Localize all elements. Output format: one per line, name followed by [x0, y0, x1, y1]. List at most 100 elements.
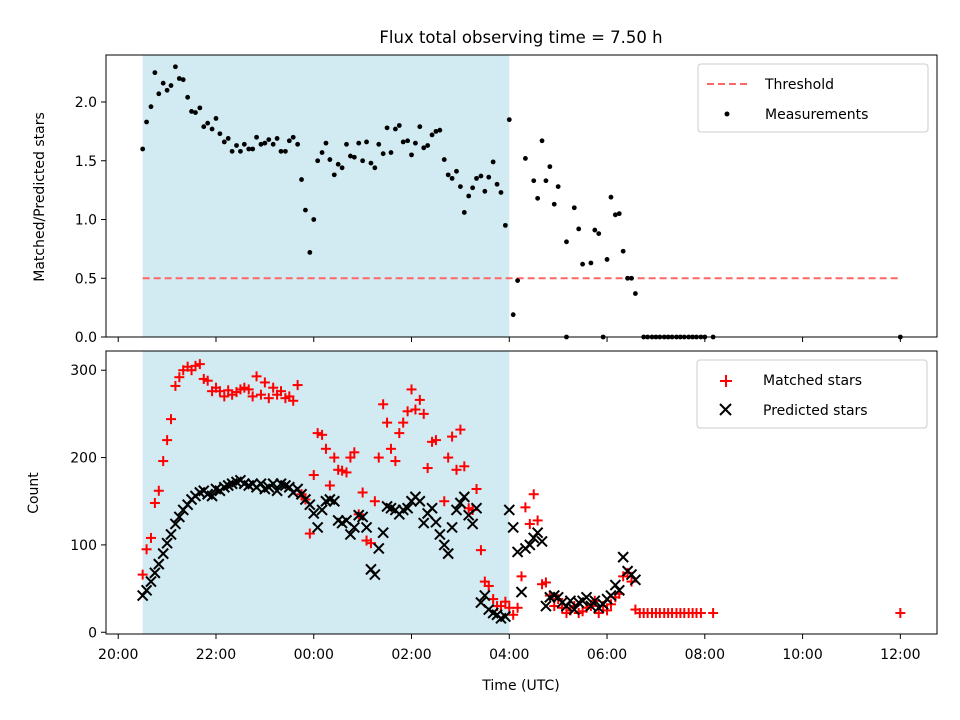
- predicted-star-point: [311, 521, 324, 534]
- matched-star-point: [708, 608, 719, 619]
- matched-star-point: [495, 601, 506, 612]
- measurement-point: [205, 120, 211, 126]
- predicted-star-point: [470, 502, 483, 514]
- measurement-point: [388, 150, 394, 155]
- predicted-star-point: [568, 603, 581, 616]
- measurement-point: [449, 175, 455, 181]
- measurement-point: [417, 124, 423, 130]
- chart-title: Flux total observing time = 7.50 h: [379, 28, 662, 47]
- measurement-point: [588, 260, 594, 266]
- predicted-star-point: [466, 518, 479, 530]
- measurement-point: [515, 278, 520, 283]
- matched-star-point: [141, 544, 152, 555]
- predicted-star-point: [414, 495, 426, 507]
- predicted-star-point: [511, 546, 524, 558]
- legend-matched-marker: [720, 375, 732, 387]
- matched-star-point: [385, 443, 396, 454]
- matched-star-point: [500, 596, 511, 607]
- matched-star-point: [451, 464, 462, 475]
- measurement-point: [580, 261, 586, 267]
- matched-star-point: [255, 389, 266, 400]
- ratio-observing-window: [142, 55, 510, 337]
- matched-star-point: [194, 359, 205, 370]
- measurement-point: [351, 154, 357, 160]
- measurement-point: [486, 174, 492, 180]
- x-tick-label: 04:00: [489, 647, 529, 663]
- measurement-point: [466, 193, 472, 199]
- predicted-star-point: [540, 600, 552, 612]
- matched-stars-series: [137, 359, 906, 620]
- legend-measurements-label: Measurements: [765, 107, 868, 123]
- ratio-plot-frame: [105, 54, 938, 338]
- measurement-point: [348, 153, 353, 159]
- matched-star-point: [243, 384, 254, 395]
- predicted-star-point: [629, 574, 642, 586]
- predicted-star-point: [161, 537, 173, 549]
- measurement-point: [490, 159, 496, 165]
- measurement-point: [457, 184, 463, 190]
- matched-star-point: [158, 456, 169, 467]
- measurement-point: [209, 126, 215, 132]
- matched-star-point: [145, 532, 156, 543]
- predicted-star-point: [173, 511, 186, 523]
- legend-predicted-label: Predicted stars: [763, 403, 868, 419]
- x-tick-label: 06:00: [587, 647, 627, 663]
- measurement-point: [425, 143, 431, 148]
- x-tick-label: 08:00: [685, 647, 725, 663]
- measurement-point: [498, 190, 504, 195]
- matched-star-point: [268, 382, 279, 393]
- measurement-point: [246, 146, 252, 152]
- measurement-point: [523, 156, 528, 161]
- ratio-x-ticks: [117, 337, 901, 342]
- y-tick-label: 0.0: [75, 330, 97, 346]
- measurement-point: [156, 91, 162, 97]
- y-tick-label: 0.5: [75, 271, 97, 287]
- measurement-point: [376, 141, 382, 147]
- measurement-point: [482, 188, 488, 194]
- predicted-star-point: [206, 490, 218, 502]
- matched-star-point: [455, 424, 466, 435]
- measurement-point: [144, 119, 149, 125]
- matched-star-point: [329, 452, 340, 463]
- ratio-legend: Threshold Measurements: [697, 63, 929, 133]
- count-panel: 0 100 200 300 20:00 22:00 00:00 02:00 04:00 06:0…: [26, 350, 938, 694]
- matched-star-point: [524, 518, 535, 529]
- measurement-point: [250, 146, 256, 152]
- measurement-point: [344, 141, 349, 147]
- matched-star-point: [324, 480, 335, 491]
- measurement-point: [510, 312, 516, 318]
- predicted-star-point: [515, 586, 528, 598]
- measurement-point: [547, 164, 553, 170]
- measurement-point: [445, 172, 451, 178]
- matched-star-point: [540, 577, 551, 588]
- measurement-point: [625, 275, 630, 281]
- matched-star-point: [345, 452, 356, 463]
- predicted-star-point: [589, 595, 601, 607]
- measurement-point: [258, 141, 264, 147]
- legend-matched-label: Matched stars: [763, 373, 862, 389]
- measurement-point: [197, 105, 203, 111]
- measurement-point: [372, 165, 378, 171]
- predicted-star-point: [360, 521, 373, 534]
- matched-star-point: [259, 377, 270, 388]
- predicted-star-point: [308, 507, 320, 520]
- matched-star-point: [520, 502, 531, 513]
- matched-star-point: [369, 496, 380, 507]
- matched-star-point: [247, 391, 258, 402]
- matched-star-point: [483, 580, 494, 591]
- y-tick-label: 1.0: [75, 213, 97, 229]
- matched-star-point: [202, 375, 213, 386]
- measurement-point: [335, 161, 341, 167]
- predicted-star-point: [536, 535, 548, 548]
- measurement-point: [148, 104, 154, 110]
- matched-star-point: [349, 447, 360, 458]
- predicted-star-point: [605, 589, 617, 602]
- matched-star-point: [447, 431, 458, 442]
- measurement-point: [543, 178, 549, 184]
- predicted-star-point: [157, 547, 169, 560]
- measurement-point: [311, 217, 317, 222]
- measurement-point: [396, 123, 402, 128]
- measurement-point: [571, 205, 577, 211]
- x-tick-label: 10:00: [782, 647, 822, 663]
